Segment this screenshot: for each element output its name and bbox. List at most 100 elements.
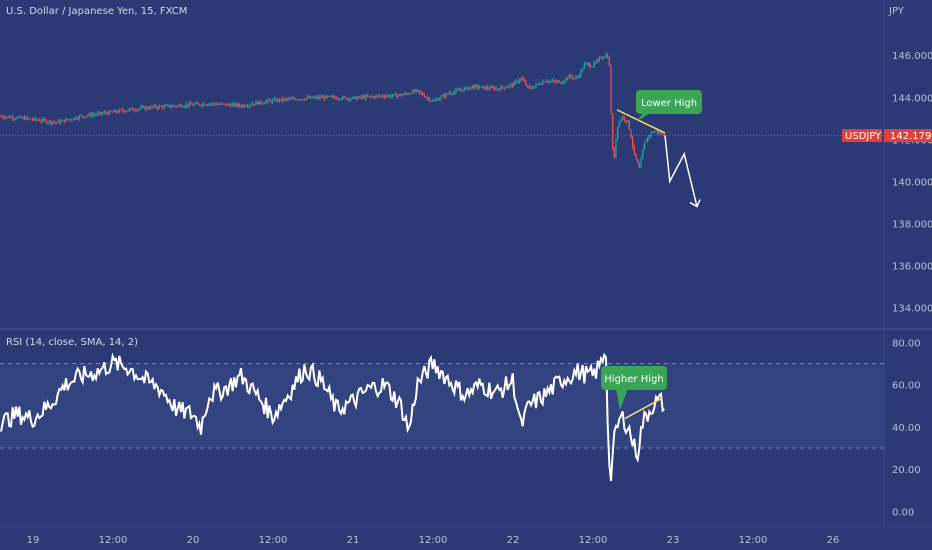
candle-body	[408, 93, 410, 95]
candle-body	[458, 89, 460, 91]
candle-body	[485, 87, 487, 89]
candle-body	[442, 95, 444, 97]
candle-body	[637, 159, 639, 164]
candle-body	[503, 87, 505, 89]
candle-body	[82, 115, 84, 117]
candle-body	[643, 142, 645, 151]
time-axis[interactable]: 19 12:00 20 12:00 21 12:00 22 12:00 23 12:00 26	[27, 535, 840, 546]
time-tick-label: 21	[347, 535, 360, 546]
candle-body	[508, 85, 510, 87]
candle-body	[2, 116, 4, 118]
lower-high-trendline[interactable]	[616, 109, 666, 134]
candle-body	[465, 87, 467, 89]
candle-body	[25, 117, 27, 120]
candle-body	[518, 80, 520, 83]
candle-body	[640, 158, 642, 168]
candle-body	[75, 117, 77, 119]
candle-body	[410, 93, 412, 95]
candle-body	[348, 98, 350, 100]
candle-body	[287, 98, 289, 100]
candle-body	[318, 96, 320, 99]
candle-body	[638, 163, 640, 168]
candle-body	[510, 84, 512, 86]
candle-body	[60, 120, 62, 123]
candle-body	[600, 57, 602, 59]
candle-body	[202, 103, 204, 106]
candle-body	[253, 104, 255, 106]
candle-body	[630, 129, 632, 139]
price-pane[interactable]	[0, 0, 932, 328]
candle-body	[263, 103, 265, 105]
time-tick-label: 12:00	[579, 535, 608, 546]
candle-body	[130, 108, 132, 110]
candle-body	[560, 81, 562, 84]
candle-body	[580, 70, 582, 76]
candle-body	[23, 117, 25, 120]
candle-body	[65, 119, 67, 122]
candle-body	[297, 99, 299, 101]
candle-body	[382, 95, 384, 97]
candle-body	[50, 120, 52, 124]
candle-body	[538, 84, 540, 86]
candle-body	[598, 57, 600, 60]
candle-body	[92, 114, 94, 117]
candle-body	[252, 104, 254, 106]
candle-body	[535, 84, 537, 87]
candle-body	[273, 98, 275, 100]
candle-body	[298, 99, 300, 101]
candle-body	[160, 106, 162, 108]
candle-body	[270, 100, 272, 102]
candle-body	[213, 103, 215, 105]
candle-body	[27, 117, 29, 119]
candle-body	[393, 93, 395, 95]
candle-body	[203, 103, 205, 106]
price-badge-value: 142.179	[890, 131, 931, 142]
candle-body	[617, 126, 619, 139]
candle-body	[655, 131, 657, 133]
candle-body	[53, 122, 55, 124]
candle-body	[8, 116, 10, 118]
candle-body	[168, 105, 170, 107]
candle-body	[170, 106, 172, 108]
candle-body	[178, 105, 180, 107]
candle-body	[568, 74, 570, 79]
candle-body	[63, 119, 65, 122]
candle-body	[262, 103, 264, 105]
candle-body	[113, 110, 115, 112]
candle-body	[623, 116, 625, 120]
price-tick-label: 140.000	[892, 177, 932, 188]
candle-body	[302, 99, 304, 101]
rsi-tick-label: 40.00	[892, 423, 921, 434]
candle-body	[527, 85, 529, 87]
candle-body	[17, 117, 19, 119]
candle-body	[330, 95, 332, 97]
candle-body	[215, 104, 217, 106]
projection-path[interactable]	[664, 135, 698, 207]
candle-body	[512, 84, 514, 86]
candle-body	[55, 122, 57, 124]
rsi-axis[interactable]: 80.00 60.00 40.00 20.00 0.00	[892, 338, 921, 518]
candle-body	[188, 103, 190, 107]
candle-body	[153, 105, 155, 108]
currency-label: JPY	[888, 6, 905, 17]
candle-body	[517, 81, 519, 83]
candle-body	[430, 100, 432, 102]
candle-body	[398, 94, 400, 96]
higher-high-trendline[interactable]	[624, 397, 663, 420]
candle-body	[218, 104, 220, 106]
candle-body	[223, 103, 225, 105]
candle-body	[28, 118, 30, 120]
candle-body	[403, 93, 405, 95]
candle-body	[122, 109, 124, 111]
candle-body	[37, 119, 39, 121]
candle-body	[207, 104, 209, 106]
candle-body	[280, 98, 282, 101]
candle-body	[405, 93, 407, 95]
candle-body	[588, 63, 590, 67]
candle-body	[620, 118, 622, 122]
candle-body	[133, 110, 135, 112]
price-tick-label: 134.000	[892, 303, 932, 314]
candle-body	[225, 103, 227, 106]
candle-body	[613, 149, 615, 158]
